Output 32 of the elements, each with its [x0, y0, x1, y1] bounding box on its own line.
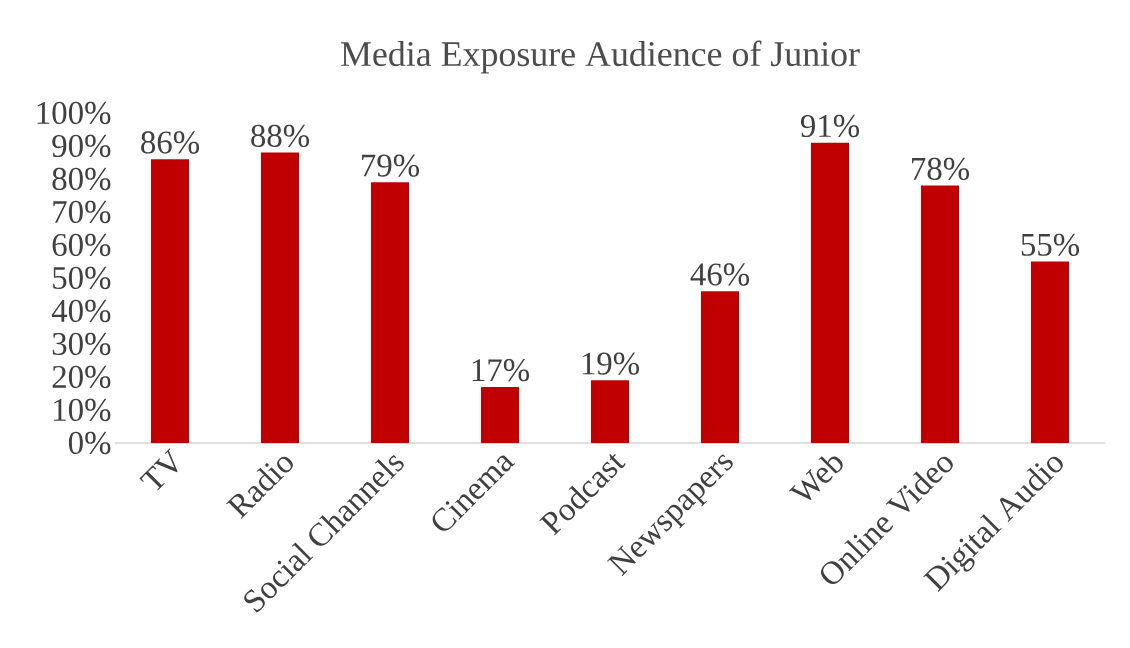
y-tick-label: 100% — [37, 101, 111, 125]
y-tick-label: 90% — [52, 134, 111, 158]
bar — [371, 182, 410, 443]
bar — [591, 380, 629, 443]
bar — [261, 152, 300, 443]
bar — [1031, 261, 1069, 443]
bar — [151, 159, 190, 443]
data-label: 55% — [1021, 233, 1080, 256]
data-label: 88% — [251, 124, 310, 148]
data-label: 46% — [690, 263, 750, 286]
y-tick-label: 80% — [52, 167, 111, 191]
x-tick-label: Web — [788, 456, 843, 501]
data-label: 19% — [582, 352, 640, 375]
y-tick-label: 20% — [52, 365, 111, 389]
chart-title: Media Exposure Audience of Junior — [341, 40, 860, 74]
data-label: 86% — [141, 131, 200, 154]
data-label: 17% — [472, 359, 530, 382]
y-tick-label: 0% — [68, 431, 111, 455]
y-tick-label: 60% — [52, 233, 111, 257]
y-tick-label: 10% — [54, 398, 111, 422]
bar — [811, 142, 849, 443]
y-tick-label: 50% — [53, 266, 111, 290]
y-tick-label: 30% — [52, 332, 111, 356]
x-tick-label: TV — [139, 448, 178, 491]
y-tick-label: 40% — [51, 299, 111, 323]
bar — [481, 386, 520, 443]
data-label: 79% — [362, 154, 420, 177]
bar — [701, 291, 739, 443]
data-label: 78% — [912, 157, 970, 181]
bar — [921, 185, 959, 443]
y-tick-label: 70% — [53, 200, 111, 224]
data-label: 91% — [800, 114, 860, 138]
